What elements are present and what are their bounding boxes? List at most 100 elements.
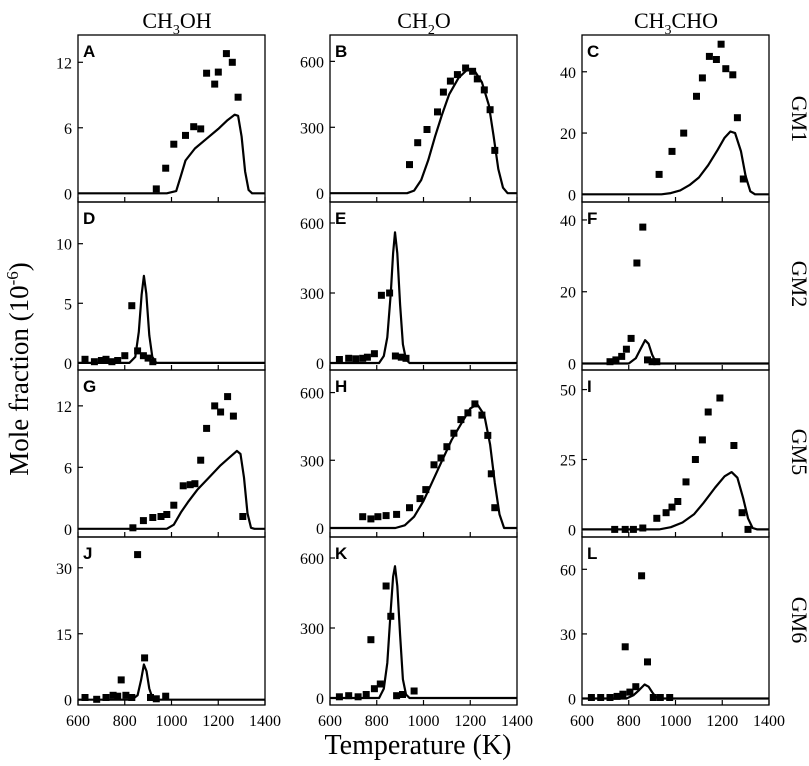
panel-data [78, 274, 265, 366]
data-point [693, 92, 700, 100]
data-point [698, 436, 706, 444]
panel-data [330, 64, 517, 195]
data-point [453, 71, 461, 79]
data-point [682, 478, 690, 486]
y-tick-label: 0 [316, 521, 324, 538]
data-point [102, 694, 110, 701]
data-point [416, 495, 424, 503]
data-point [644, 658, 651, 666]
y-tick-label: 600 [300, 386, 324, 403]
row-label-gm2: GM2 [787, 261, 809, 307]
column-header-ch2o: CH2O [397, 8, 450, 38]
data-point [108, 358, 116, 366]
data-point [705, 52, 713, 60]
data-point [362, 691, 370, 698]
data-point [391, 352, 399, 360]
y-tick-label: 0 [568, 692, 576, 709]
data-point [612, 356, 620, 364]
panel-data [582, 223, 769, 366]
panel-letter: G [83, 377, 96, 396]
data-point [387, 612, 395, 620]
y-tick-label: 12 [56, 399, 72, 416]
data-point [352, 355, 360, 363]
data-point [345, 692, 353, 700]
data-point [354, 693, 362, 701]
data-point [487, 470, 495, 478]
x-tick-label: 1200 [202, 713, 234, 730]
data-point [666, 694, 674, 701]
data-point [674, 498, 682, 505]
data-point [186, 481, 194, 489]
panel-letter: D [83, 209, 95, 228]
y-tick-label: 300 [300, 453, 324, 470]
data-point [197, 125, 205, 133]
model-curve [582, 471, 769, 531]
panel-data [330, 231, 517, 365]
y-tick-label: 60 [560, 562, 576, 579]
data-point [729, 71, 737, 79]
panel-c: 0 20 40 C [560, 34, 770, 204]
data-point [446, 77, 454, 85]
x-axis-label: Temperature (K) [325, 730, 512, 761]
data-point [382, 582, 390, 590]
data-point [102, 355, 110, 363]
data-point [698, 74, 706, 82]
data-point [644, 356, 651, 364]
data-point [668, 147, 676, 155]
data-point [704, 408, 712, 416]
data-point [712, 56, 720, 63]
data-point [217, 408, 225, 416]
panel-i: 0 25 50 I [560, 369, 770, 539]
row-label-gm6: GM6 [787, 597, 809, 643]
panel-letter: I [587, 377, 592, 396]
x-tick-label: 1400 [753, 713, 785, 730]
x-tick-label: 1400 [501, 713, 533, 730]
data-point [190, 123, 198, 131]
data-point [397, 353, 405, 361]
row-label-gm5: GM5 [787, 429, 809, 475]
data-point [633, 259, 641, 267]
data-point [211, 80, 219, 88]
panel-letter: K [335, 544, 348, 563]
data-point [179, 482, 187, 490]
data-point [121, 352, 129, 360]
data-point [399, 691, 406, 698]
data-point [134, 347, 142, 355]
data-point [81, 355, 89, 363]
data-point [203, 69, 211, 77]
data-point [649, 694, 657, 701]
panel-e: 0 300 600 E [300, 201, 518, 373]
data-point [597, 694, 605, 701]
data-point [491, 146, 499, 154]
data-point [93, 695, 101, 703]
data-point [162, 164, 170, 172]
data-point [367, 515, 375, 523]
x-tick-label: 800 [113, 713, 137, 730]
data-point [639, 223, 647, 231]
panel-g: 0 6 12 G [56, 369, 266, 539]
data-point [239, 513, 247, 520]
data-point [157, 513, 165, 520]
y-tick-label: 30 [56, 561, 72, 578]
y-tick-label: 0 [316, 691, 324, 708]
data-point [439, 88, 447, 96]
data-point [182, 131, 189, 139]
data-point [335, 356, 343, 363]
data-point [152, 695, 160, 703]
y-tick-label: 30 [560, 627, 576, 644]
y-tick-label: 600 [300, 551, 324, 568]
data-point [335, 693, 343, 701]
x-tick-label: 1000 [156, 713, 188, 730]
model-curve [330, 403, 517, 530]
data-point [149, 358, 157, 366]
data-point [632, 683, 640, 691]
y-tick-label: 40 [560, 213, 576, 230]
y-tick-label: 6 [64, 460, 72, 477]
data-point [141, 654, 149, 662]
data-point [613, 692, 621, 700]
y-tick-label: 15 [56, 627, 72, 644]
data-point [234, 93, 242, 101]
x-tick-label: 1200 [706, 713, 738, 730]
y-tick-label: 0 [64, 356, 72, 373]
x-tick-label: 800 [365, 713, 389, 730]
